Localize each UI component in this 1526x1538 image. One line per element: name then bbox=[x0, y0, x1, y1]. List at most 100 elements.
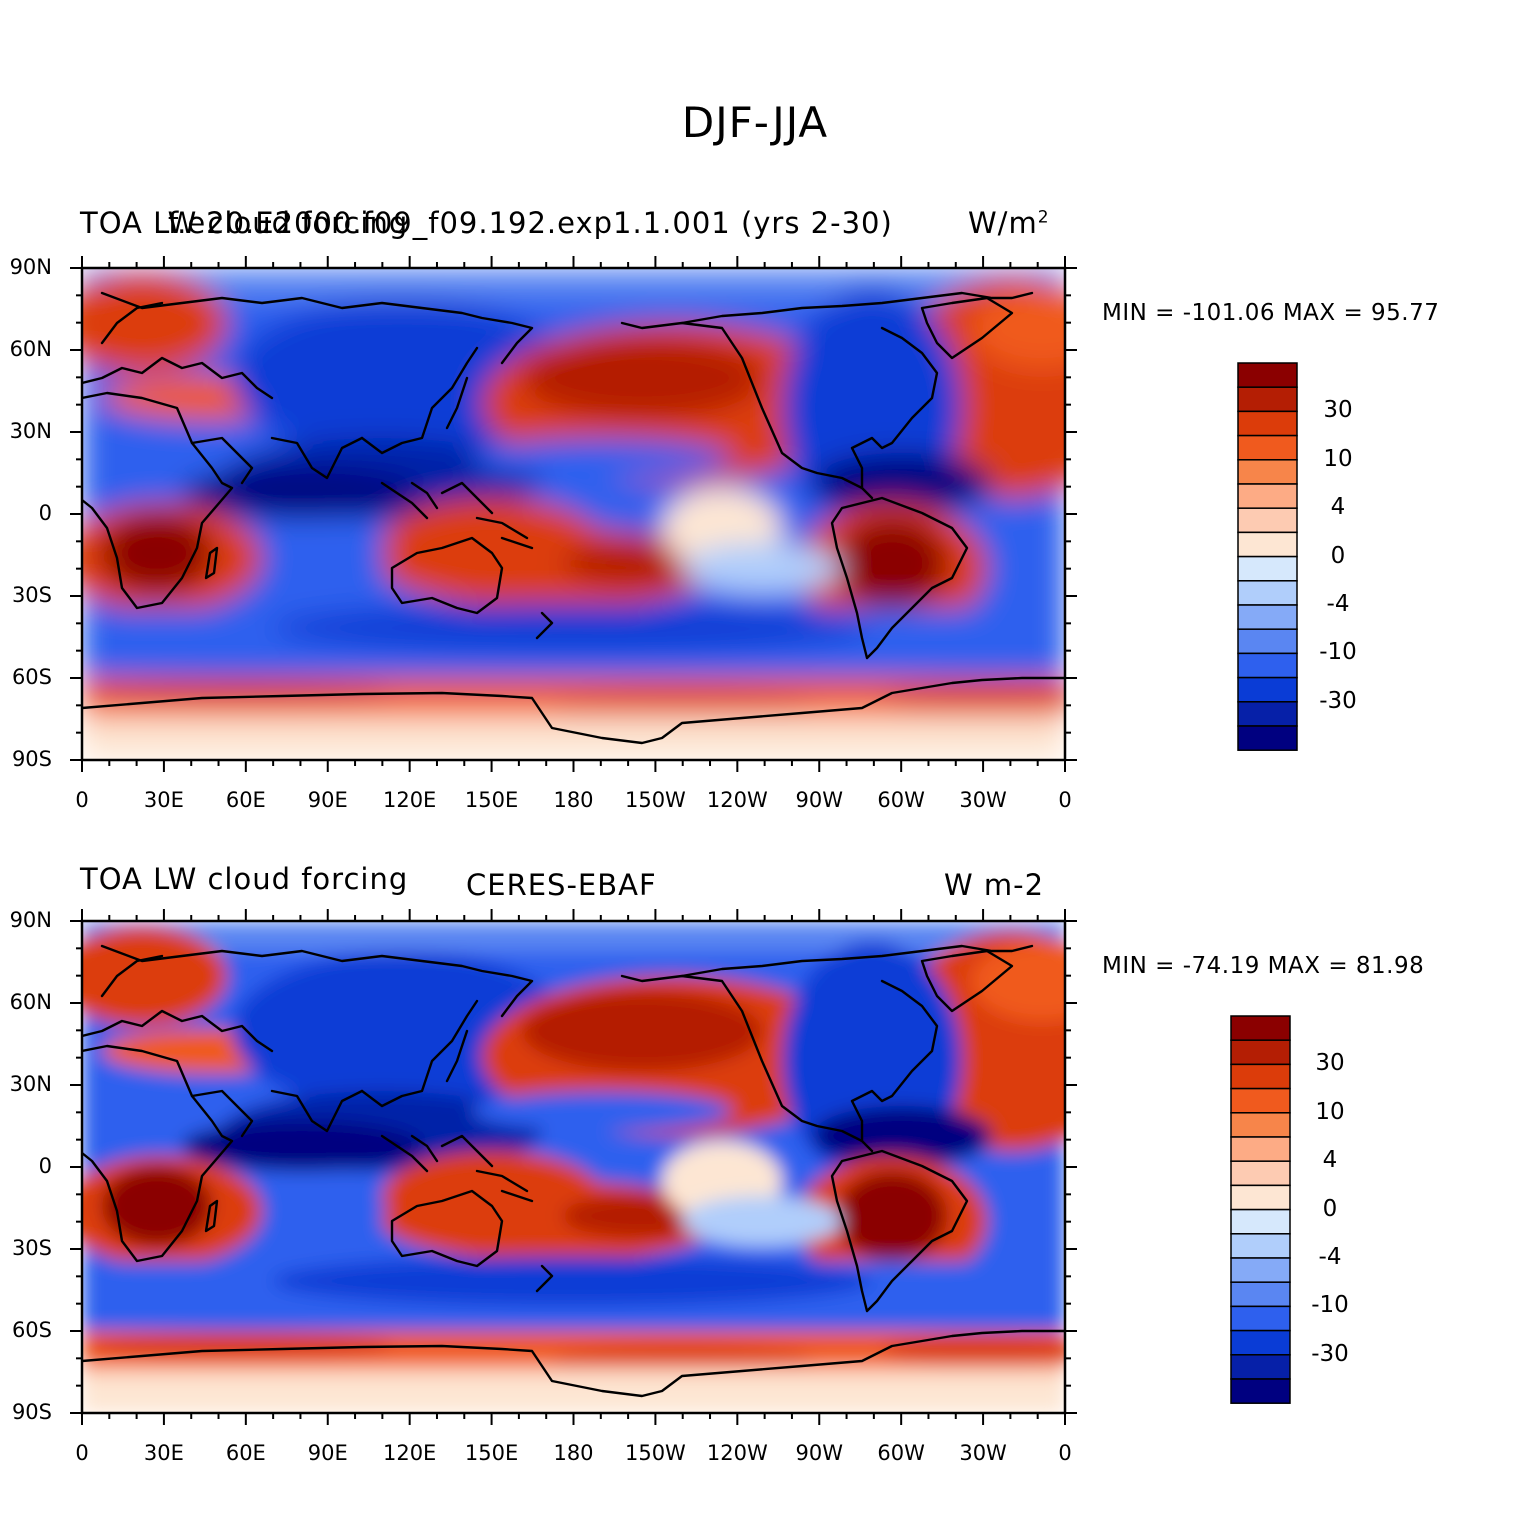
panel2-colorbar-label: -10 bbox=[1311, 1292, 1349, 1319]
colorbar-swatch bbox=[1237, 676, 1298, 703]
colorbar-swatch bbox=[1237, 362, 1298, 388]
colorbar-swatch bbox=[1230, 1305, 1291, 1332]
panel1-lon-label: 120E bbox=[382, 788, 437, 812]
colorbar-swatch bbox=[1230, 1015, 1291, 1041]
panel2-center-label: CERES-EBAF bbox=[466, 868, 657, 902]
panel2-min-max: MIN = -74.19 MAX = 81.98 bbox=[1102, 953, 1425, 979]
colorbar-swatch bbox=[1237, 434, 1298, 461]
figure-title: DJF-JJA bbox=[681, 98, 829, 147]
panel1-lon-label: 60E bbox=[225, 788, 266, 812]
panel1-colorbar-label: -10 bbox=[1319, 639, 1357, 666]
panel2-lon-label: 30W bbox=[959, 1441, 1007, 1465]
colorbar-swatch bbox=[1237, 701, 1298, 727]
panel1-units-text: W/m bbox=[968, 206, 1038, 240]
panel2-colorbar-label: 0 bbox=[1322, 1195, 1338, 1222]
panel1-lat-label: 60N bbox=[9, 337, 52, 361]
panel2-colorbar-label: 4 bbox=[1322, 1147, 1338, 1174]
panel2-lon-label: 0 bbox=[75, 1441, 89, 1465]
panel2-lon-label: 120W bbox=[706, 1441, 768, 1465]
colorbar-swatch bbox=[1237, 507, 1298, 534]
panel1-left-label: TOA LW cloud forcing bbox=[80, 206, 409, 240]
colorbar-swatch bbox=[1237, 580, 1298, 606]
colorbar-swatch bbox=[1237, 555, 1298, 582]
panel2-lat-label: 60S bbox=[11, 1318, 52, 1342]
panel2-lon-label: 60E bbox=[225, 1441, 266, 1465]
colorbar-swatch bbox=[1230, 1039, 1291, 1066]
panel1-lon-label: 120W bbox=[706, 788, 768, 812]
panel1-lon-label: 90W bbox=[795, 788, 844, 812]
panel2-lon-label: 60W bbox=[877, 1441, 925, 1465]
panel2-lon-label: 0 bbox=[1058, 1441, 1072, 1465]
colorbar-swatch bbox=[1230, 1063, 1291, 1090]
panel1-map bbox=[82, 268, 1065, 760]
panel1-colorbar-label: 10 bbox=[1323, 445, 1353, 472]
panel2-lat-label: 90N bbox=[9, 908, 52, 932]
panel1-lon-label: 180 bbox=[553, 788, 594, 812]
panel2-lat-label: 60N bbox=[9, 990, 52, 1014]
panel1-lat-label: 90S bbox=[11, 747, 52, 771]
colorbar-swatch bbox=[1237, 459, 1298, 485]
panel2-lon-label: 150W bbox=[624, 1441, 686, 1465]
panel1-lon-label: 0 bbox=[1058, 788, 1072, 812]
colorbar-swatch bbox=[1230, 1281, 1291, 1308]
colorbar-swatch bbox=[1230, 1112, 1291, 1138]
panel1-lon-label: 0 bbox=[75, 788, 89, 812]
panel1-colorbar-label: 0 bbox=[1330, 542, 1346, 569]
panel2-lon-label: 90W bbox=[795, 1441, 844, 1465]
panel2-colorbar-label: 10 bbox=[1315, 1098, 1345, 1125]
panel2-colorbar-label: 30 bbox=[1315, 1050, 1345, 1077]
colorbar-swatch bbox=[1230, 1257, 1291, 1283]
colorbar-swatch bbox=[1237, 725, 1298, 751]
panel2-lat-label: 30S bbox=[11, 1236, 52, 1260]
panel2-lon-label: 180 bbox=[553, 1441, 594, 1465]
panel2-units: W m-2 bbox=[944, 868, 1045, 902]
colorbar-swatch bbox=[1230, 1160, 1291, 1187]
panel2-colorbar-label: -4 bbox=[1318, 1244, 1342, 1270]
panel2-colorbar bbox=[1230, 1015, 1291, 1404]
colorbar-swatch bbox=[1237, 652, 1298, 679]
colorbar-swatch bbox=[1230, 1208, 1291, 1235]
panel1-units: W/m2 bbox=[968, 206, 1050, 240]
colorbar-swatch bbox=[1237, 410, 1298, 437]
panel2-lat-label: 90S bbox=[11, 1400, 52, 1424]
colorbar-swatch bbox=[1237, 531, 1298, 558]
panel2-colorbar-label: -30 bbox=[1311, 1340, 1349, 1367]
panel1-center-label: f.e20.E2000.f09_f09.192.exp1.1.001 (yrs … bbox=[168, 206, 893, 240]
panel1-ticks bbox=[70, 256, 1077, 772]
panel2-ticks bbox=[70, 909, 1077, 1425]
colorbar-swatch bbox=[1230, 1136, 1291, 1162]
panel1-lat-label: 0 bbox=[38, 501, 52, 525]
panel1-min-max: MIN = -101.06 MAX = 95.77 bbox=[1102, 300, 1440, 326]
colorbar-swatch bbox=[1230, 1087, 1291, 1114]
colorbar-swatch bbox=[1237, 386, 1298, 413]
panel1-lon-label: 90E bbox=[307, 788, 348, 812]
colorbar-swatch bbox=[1237, 483, 1298, 509]
panel2-lon-label: 150E bbox=[464, 1441, 519, 1465]
colorbar-swatch bbox=[1237, 604, 1298, 630]
panel1-colorbar-label: -4 bbox=[1326, 591, 1350, 617]
colorbar-swatch bbox=[1230, 1378, 1291, 1404]
panel1-lat-label: 30N bbox=[9, 419, 52, 443]
panel2-lat-label: 30N bbox=[9, 1072, 52, 1096]
panel1-lat-label: 30S bbox=[11, 583, 52, 607]
panel1-lon-label: 150E bbox=[464, 788, 519, 812]
panel2-left-label: TOA LW cloud forcing bbox=[80, 862, 409, 896]
panel1-colorbar-label: -30 bbox=[1319, 687, 1357, 714]
colorbar-swatch bbox=[1237, 628, 1298, 655]
panel1-lat-label: 60S bbox=[11, 665, 52, 689]
panel1-lat-label: 90N bbox=[9, 255, 52, 279]
panel1-colorbar-label: 30 bbox=[1323, 397, 1353, 424]
panel1-units-sup: 2 bbox=[1037, 207, 1050, 228]
panel2-lon-label: 120E bbox=[382, 1441, 437, 1465]
colorbar-swatch bbox=[1230, 1184, 1291, 1211]
panel1-lon-label: 150W bbox=[624, 788, 686, 812]
panel1-lon-label: 30E bbox=[143, 788, 184, 812]
panel1-lon-label: 30W bbox=[959, 788, 1007, 812]
colorbar-swatch bbox=[1230, 1329, 1291, 1356]
colorbar-swatch bbox=[1230, 1354, 1291, 1380]
panel2-lat-label: 0 bbox=[38, 1154, 52, 1178]
panel1-colorbar bbox=[1237, 362, 1298, 751]
panel1-lon-label: 60W bbox=[877, 788, 925, 812]
panel2-lon-label: 90E bbox=[307, 1441, 348, 1465]
